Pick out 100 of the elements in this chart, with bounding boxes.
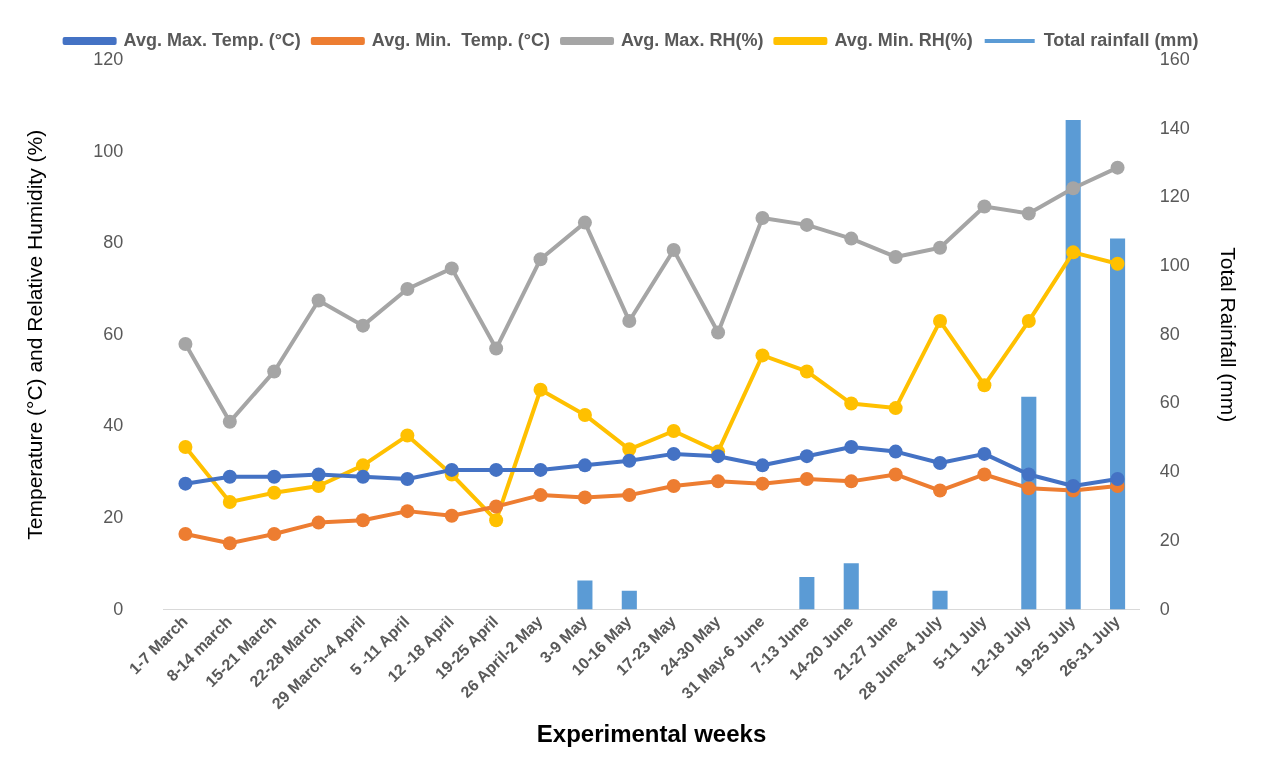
point <box>355 458 370 473</box>
point <box>711 325 726 340</box>
point <box>1021 314 1036 329</box>
point <box>267 469 282 484</box>
y-tick-label: 80 <box>103 232 124 253</box>
point <box>178 527 193 542</box>
y-tick-label: 120 <box>93 48 124 69</box>
legend-label: Avg. Max. RH(%) <box>621 29 764 50</box>
point <box>799 364 814 379</box>
point <box>400 428 415 443</box>
y-tick-label: 40 <box>103 415 124 436</box>
y2-tick-label: 100 <box>1159 255 1190 276</box>
point <box>711 474 726 489</box>
point <box>1110 256 1125 271</box>
bar <box>621 590 637 610</box>
point <box>444 462 459 477</box>
point <box>577 215 592 230</box>
point <box>666 478 681 493</box>
point <box>888 444 903 459</box>
point <box>1066 181 1081 196</box>
point <box>933 456 948 471</box>
point <box>622 314 637 329</box>
point <box>1110 472 1125 487</box>
point <box>311 515 326 530</box>
point <box>577 490 592 505</box>
point <box>489 341 504 356</box>
point <box>977 199 992 214</box>
point <box>1021 481 1036 496</box>
bar <box>932 590 948 610</box>
point <box>355 318 370 333</box>
point <box>666 446 681 461</box>
point <box>355 513 370 528</box>
point <box>577 458 592 473</box>
point <box>178 336 193 351</box>
point <box>799 472 814 487</box>
point <box>489 513 504 528</box>
bar <box>1021 396 1037 610</box>
point <box>977 378 992 393</box>
y2-tick-label: 0 <box>1159 598 1170 619</box>
bar <box>1110 238 1126 610</box>
point <box>755 211 770 226</box>
point <box>1066 245 1081 260</box>
point <box>755 458 770 473</box>
point <box>1066 478 1081 493</box>
point <box>222 414 237 429</box>
point <box>311 293 326 308</box>
y2-tick-label: 120 <box>1159 186 1190 207</box>
y2-tick-label: 40 <box>1159 461 1180 482</box>
point <box>267 527 282 542</box>
y-tick-label: 0 <box>113 598 124 619</box>
y2-tick-label: 60 <box>1159 392 1180 413</box>
y2-tick-label: 140 <box>1159 117 1190 138</box>
y-tick-label: 100 <box>93 140 124 161</box>
point <box>711 449 726 464</box>
point <box>267 364 282 379</box>
point <box>977 446 992 461</box>
point <box>933 240 948 255</box>
point <box>622 488 637 503</box>
y-tick-label: 20 <box>103 506 124 527</box>
legend-label: Avg. Min. Temp. (°C) <box>371 29 551 50</box>
point <box>888 401 903 416</box>
point <box>355 469 370 484</box>
point <box>1110 160 1125 175</box>
y2-tick-label: 160 <box>1159 48 1190 69</box>
point <box>577 407 592 422</box>
point <box>489 462 504 477</box>
point <box>489 499 504 514</box>
point <box>844 474 859 489</box>
point <box>311 478 326 493</box>
point <box>844 396 859 411</box>
legend-label: Total rainfall (mm) <box>1043 29 1199 50</box>
bar <box>843 563 859 610</box>
y-tick-label: 60 <box>103 323 124 344</box>
point <box>888 467 903 482</box>
point <box>622 453 637 468</box>
point <box>844 231 859 246</box>
point <box>533 252 548 267</box>
point <box>400 504 415 519</box>
point <box>444 261 459 276</box>
point <box>400 282 415 296</box>
y2-axis-title: Total Rainfall (mm) <box>1216 247 1240 423</box>
point <box>666 243 681 258</box>
bar <box>577 580 593 610</box>
y2-tick-label: 20 <box>1159 529 1180 550</box>
point <box>400 472 415 487</box>
point <box>977 467 992 482</box>
point <box>311 467 326 482</box>
y2-tick-label: 80 <box>1159 323 1180 344</box>
point <box>888 249 903 264</box>
point <box>933 483 948 498</box>
point <box>1021 206 1036 221</box>
point <box>933 314 948 329</box>
point <box>755 348 770 363</box>
point <box>844 440 859 455</box>
point <box>533 462 548 477</box>
bar <box>1065 120 1081 610</box>
legend-label: Avg. Max. Temp. (°C) <box>123 29 301 50</box>
point <box>178 440 193 455</box>
bar <box>799 576 815 610</box>
point <box>178 476 193 491</box>
